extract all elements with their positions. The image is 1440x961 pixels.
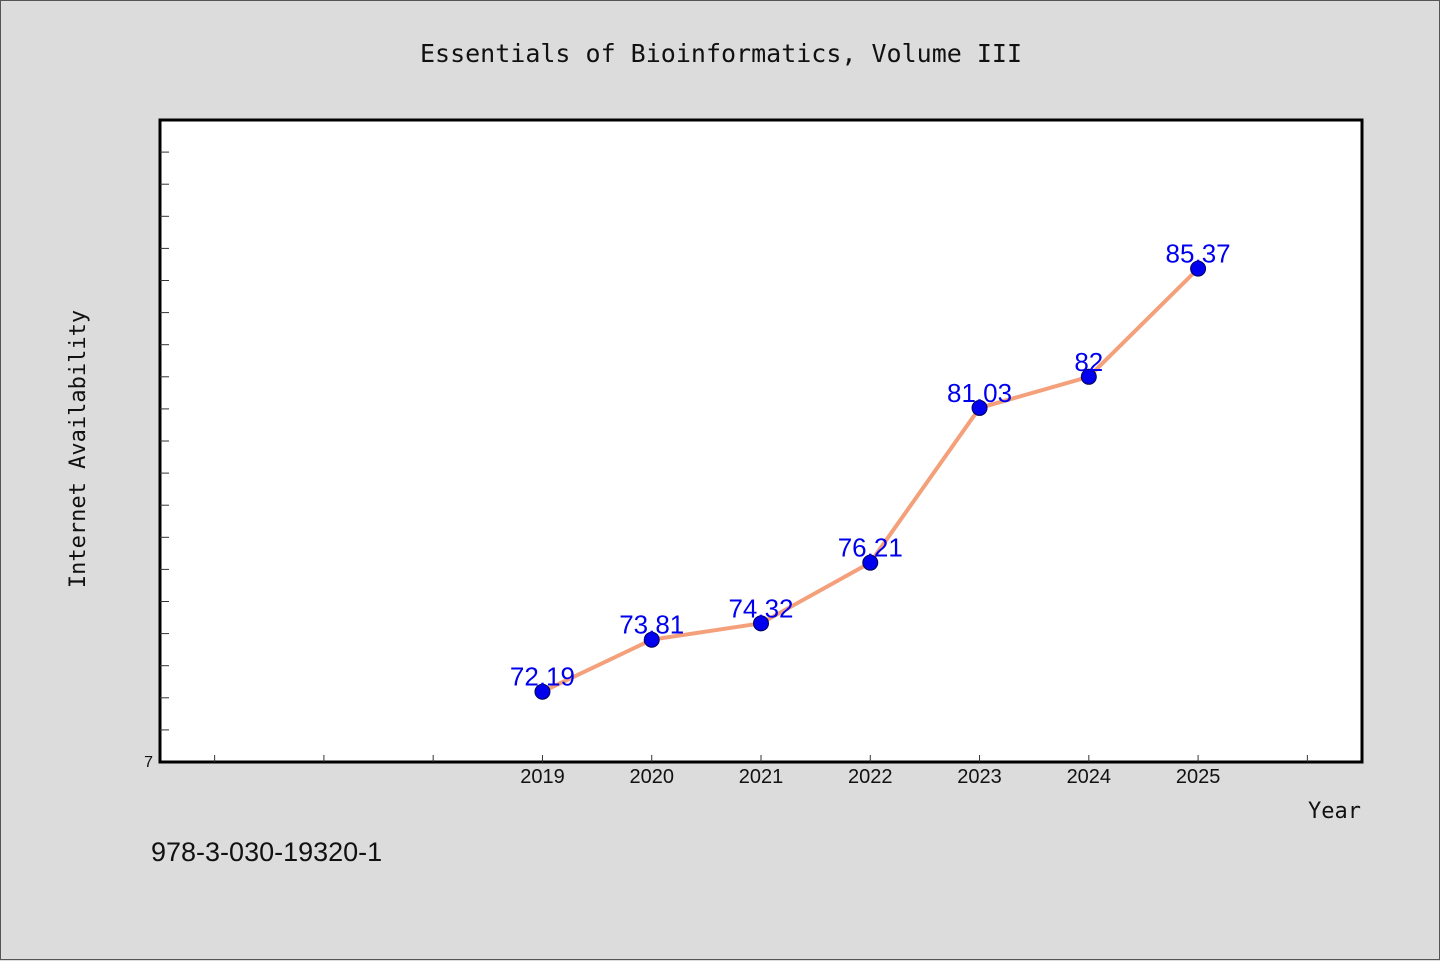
data-label: 85.37 (1166, 239, 1231, 269)
chart-title: Essentials of Bioinformatics, Volume III (420, 39, 1022, 68)
data-label: 74.32 (728, 593, 793, 623)
data-label: 81.03 (947, 378, 1012, 408)
data-point (753, 615, 769, 632)
data-point (862, 554, 879, 571)
data-label: 82 (1074, 347, 1103, 377)
y-tick-label: 7 (144, 754, 153, 771)
x-tick-label: 2019 (520, 766, 565, 788)
x-axis-label: Year (1308, 799, 1361, 824)
data-point (643, 631, 660, 648)
data-point (971, 399, 988, 416)
series-layer: 72.19 73.81 74.32 76.21 81.03 82 85.37 (510, 239, 1231, 700)
x-tick-label: 2024 (1067, 766, 1112, 788)
x-tick-label: 2022 (848, 766, 893, 788)
data-point (1080, 368, 1097, 385)
data-point (1190, 260, 1207, 277)
x-axis-ticks: 2019 2020 2021 2022 2023 2024 2025 (214, 755, 1308, 788)
x-tick-label: 2020 (629, 766, 674, 788)
x-tick-label: 2021 (739, 766, 784, 788)
plot-area (158, 118, 1364, 764)
y-axis-label: Internet Availability (66, 310, 91, 588)
data-label: 72.19 (510, 662, 575, 692)
isbn-text: 978-3-030-19320-1 (151, 837, 383, 867)
y-axis-ticks (160, 151, 169, 731)
data-label: 76.21 (838, 533, 903, 563)
data-label: 73.81 (619, 610, 684, 640)
x-tick-label: 2025 (1176, 766, 1221, 788)
x-tick-label: 2023 (957, 766, 1002, 788)
data-point (534, 683, 551, 700)
